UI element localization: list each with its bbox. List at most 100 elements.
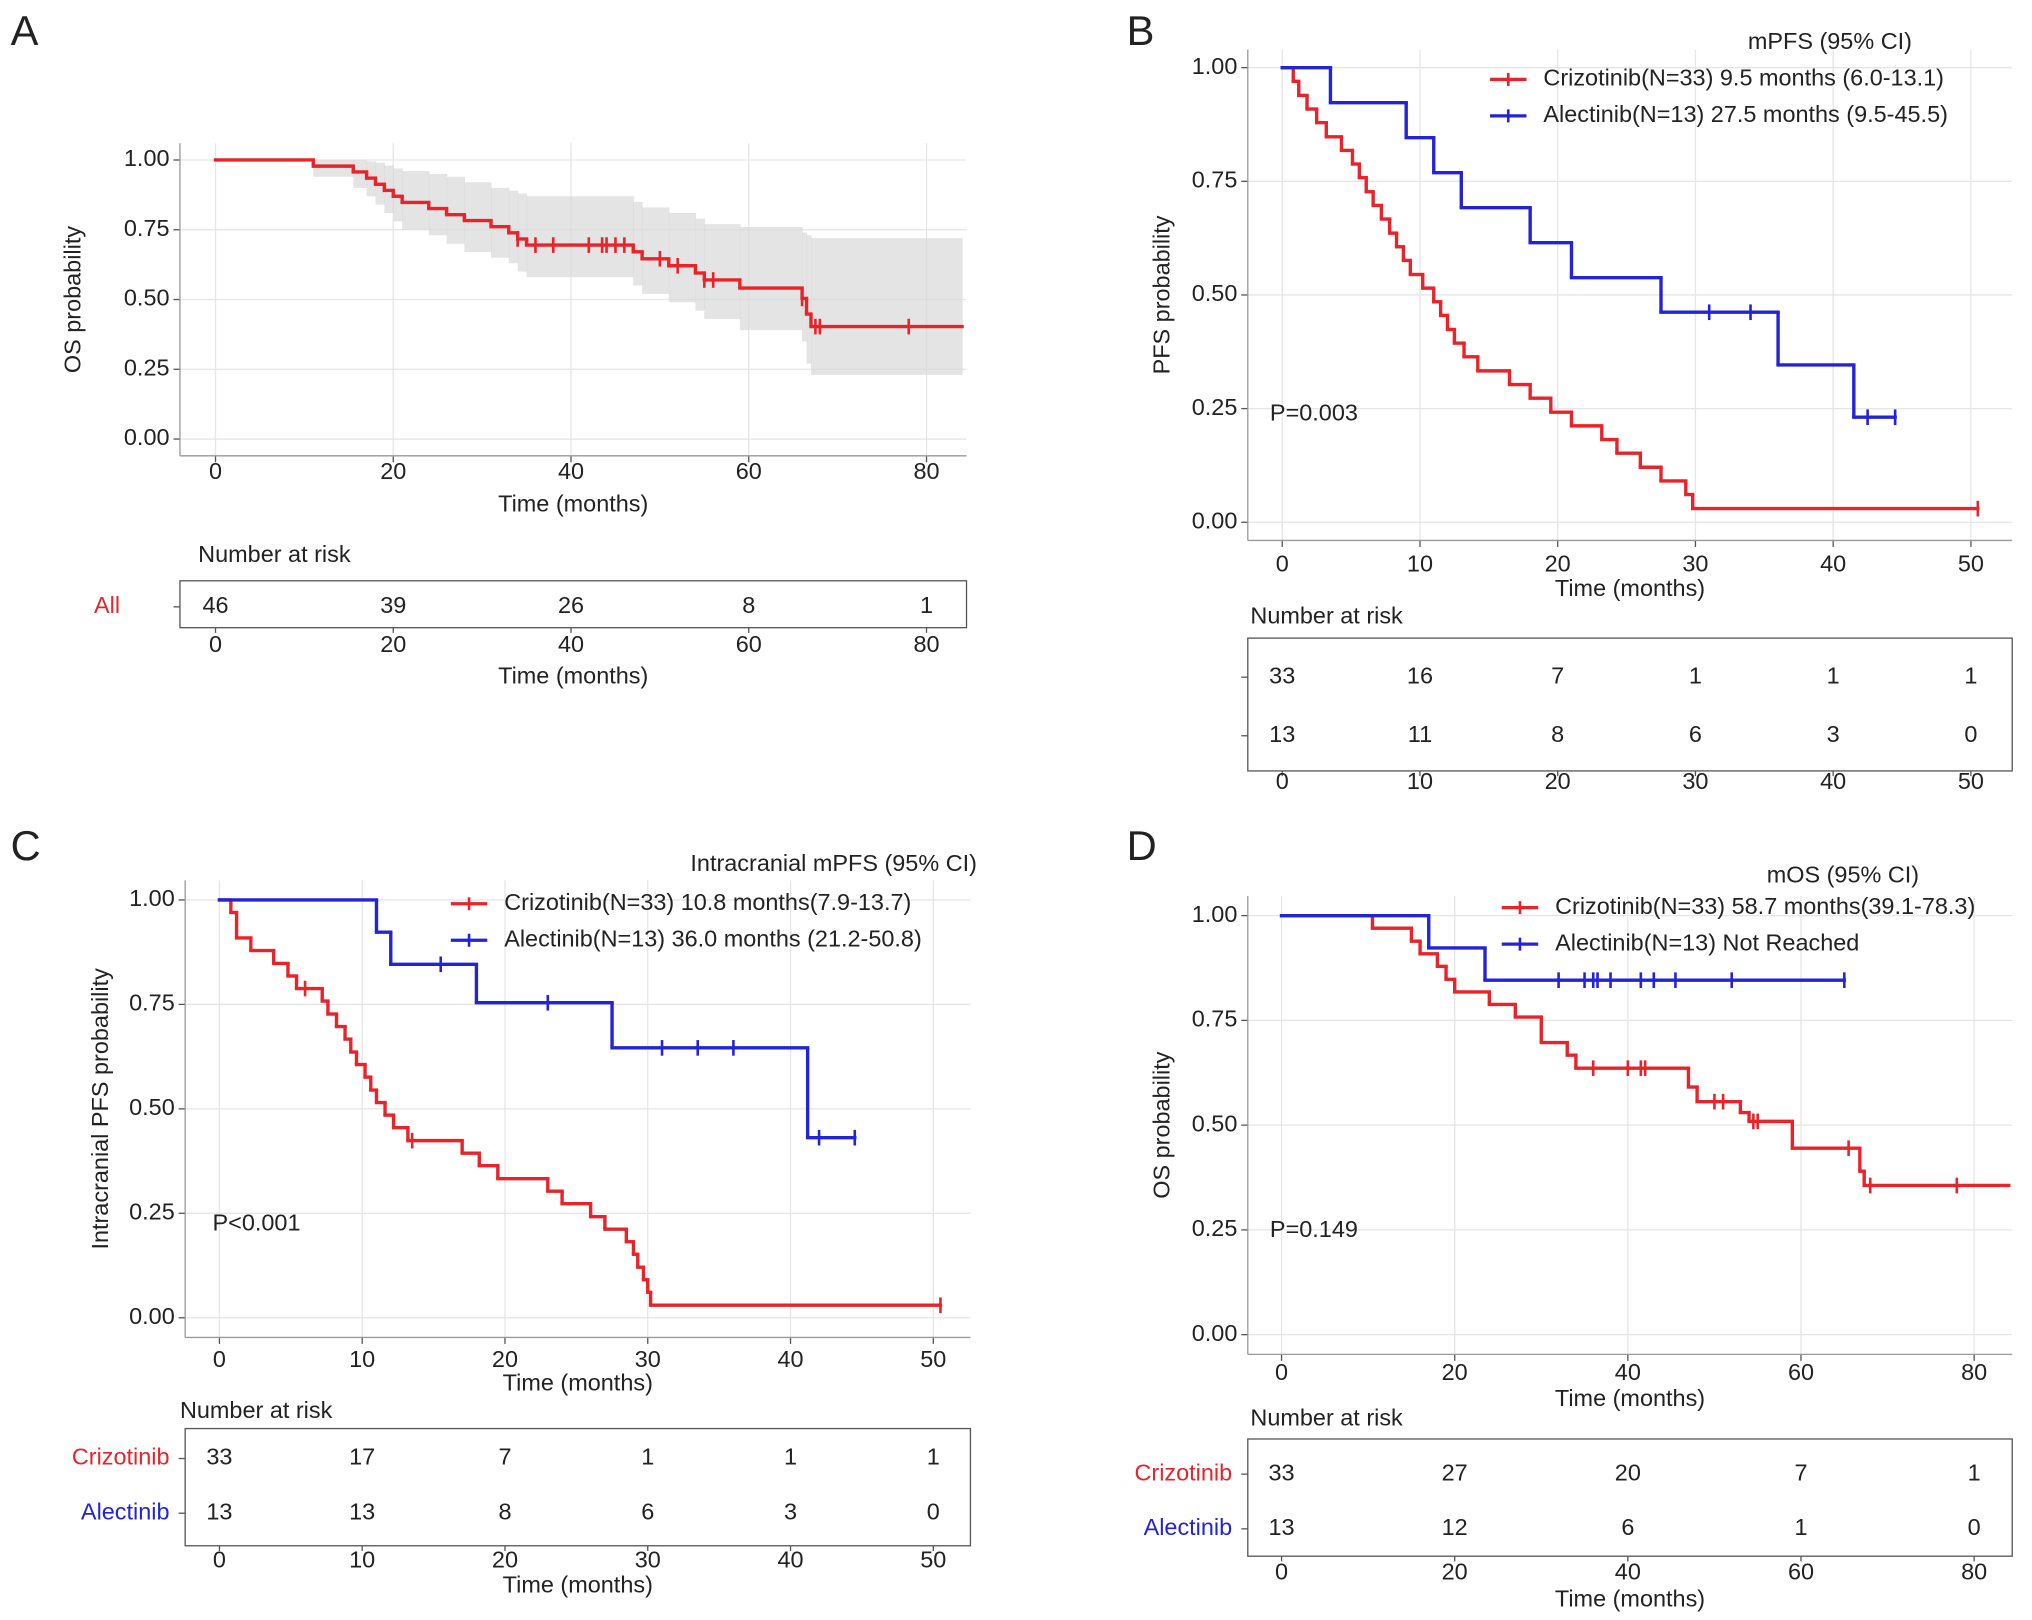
risk-count: 6 xyxy=(1621,1514,1634,1540)
risk-count: 13 xyxy=(1269,1514,1295,1540)
ci-band xyxy=(464,182,492,253)
y-axis-label: OS probability xyxy=(60,226,86,373)
risk-count: 46 xyxy=(202,592,228,618)
panel-letter: C xyxy=(11,822,41,869)
risk-table-box xyxy=(1247,637,2013,772)
risk-row-label: All xyxy=(94,592,120,618)
risk-count: 13 xyxy=(349,1498,375,1524)
y-tick-label: 0.25 xyxy=(124,354,170,380)
legend-label: Alectinib(N=13) Not Reached xyxy=(1555,929,1859,955)
p-value: P<0.001 xyxy=(213,1209,301,1235)
y-tick-label: 1.00 xyxy=(129,885,175,911)
y-tick-label: 0.00 xyxy=(124,424,170,450)
ci-band xyxy=(491,187,510,258)
risk-x-tick-label: 40 xyxy=(777,1547,803,1573)
p-value: P=0.149 xyxy=(1270,1216,1358,1242)
y-tick-label: 0.50 xyxy=(124,285,170,311)
risk-count: 1 xyxy=(927,1444,940,1470)
x-tick-label: 50 xyxy=(920,1346,946,1372)
risk-count: 20 xyxy=(1615,1459,1641,1485)
risk-x-tick-label: 40 xyxy=(1615,1558,1641,1584)
ci-band xyxy=(668,213,697,303)
ci-band xyxy=(642,207,670,294)
risk-count: 1 xyxy=(920,592,933,618)
risk-count: 0 xyxy=(927,1498,940,1524)
risk-count: 12 xyxy=(1442,1514,1468,1540)
x-tick-label: 20 xyxy=(1545,550,1571,576)
risk-count: 8 xyxy=(1551,721,1564,747)
x-tick-label: 80 xyxy=(913,458,939,484)
risk-table-title: Number at risk xyxy=(1250,1405,1403,1431)
ci-band xyxy=(313,159,354,177)
risk-x-tick-label: 80 xyxy=(1961,1558,1987,1584)
risk-count: 0 xyxy=(1968,1514,1981,1540)
risk-x-tick-label: 40 xyxy=(1820,768,1846,794)
risk-x-tick-label: 0 xyxy=(213,1547,226,1573)
risk-x-axis-label: Time (months) xyxy=(503,1571,653,1597)
legend-label: Crizotinib(N=33) 58.7 months(39.1-78.3) xyxy=(1555,893,1975,919)
x-tick-label: 10 xyxy=(349,1346,375,1372)
risk-count: 16 xyxy=(1407,662,1433,688)
risk-x-tick-label: 0 xyxy=(209,631,222,657)
risk-x-tick-label: 0 xyxy=(1275,1558,1288,1584)
y-tick-label: 0.00 xyxy=(1192,1320,1238,1346)
y-tick-label: 0.00 xyxy=(1192,507,1238,533)
risk-x-tick-label: 20 xyxy=(1545,768,1571,794)
ci-band xyxy=(633,201,643,286)
risk-count: 11 xyxy=(1408,721,1432,747)
risk-x-tick-label: 20 xyxy=(380,631,406,657)
y-tick-label: 0.00 xyxy=(129,1303,175,1329)
x-tick-label: 40 xyxy=(777,1346,803,1372)
ci-band xyxy=(517,193,528,272)
y-axis-label: PFS probability xyxy=(1148,215,1174,374)
risk-x-tick-label: 10 xyxy=(1407,768,1433,794)
y-tick-label: 1.00 xyxy=(1192,901,1238,927)
risk-count: 1 xyxy=(641,1444,654,1470)
ci-band xyxy=(428,173,448,236)
x-tick-label: 30 xyxy=(1682,550,1708,576)
panel-letter: A xyxy=(11,7,39,54)
risk-count: 6 xyxy=(1689,721,1702,747)
x-tick-label: 20 xyxy=(492,1346,518,1372)
risk-x-tick-label: 50 xyxy=(1958,768,1984,794)
y-axis-label: OS probability xyxy=(1148,1051,1174,1198)
risk-count: 3 xyxy=(1827,721,1840,747)
risk-count: 3 xyxy=(784,1498,797,1524)
ci-band xyxy=(508,190,519,264)
risk-count: 13 xyxy=(1269,721,1295,747)
x-tick-label: 40 xyxy=(1615,1359,1641,1385)
x-axis-label: Time (months) xyxy=(1555,1385,1705,1411)
ci-band xyxy=(353,159,368,188)
risk-count: 1 xyxy=(1827,662,1840,688)
ci-band xyxy=(810,238,963,375)
legend-title: mPFS (95% CI) xyxy=(1748,28,1912,54)
ci-band xyxy=(806,235,812,364)
ci-band xyxy=(739,226,803,331)
risk-count: 6 xyxy=(641,1498,654,1524)
x-tick-label: 20 xyxy=(380,458,406,484)
y-tick-label: 0.25 xyxy=(1192,1215,1238,1241)
y-tick-label: 0.50 xyxy=(129,1094,175,1120)
risk-row-label: Alectinib xyxy=(81,1498,170,1524)
x-tick-label: 10 xyxy=(1407,550,1433,576)
p-value: P=0.003 xyxy=(1270,399,1358,425)
risk-count: 27 xyxy=(1442,1459,1468,1485)
risk-count: 33 xyxy=(1269,1459,1295,1485)
y-tick-label: 1.00 xyxy=(124,145,170,171)
risk-count: 17 xyxy=(349,1444,375,1470)
y-tick-label: 0.25 xyxy=(129,1199,175,1225)
risk-count: 33 xyxy=(1269,662,1295,688)
risk-count: 7 xyxy=(498,1444,511,1470)
x-tick-label: 40 xyxy=(1820,550,1846,576)
ci-band xyxy=(446,176,466,244)
y-tick-label: 0.75 xyxy=(1192,1006,1238,1032)
x-tick-label: 20 xyxy=(1442,1359,1468,1385)
risk-count: 26 xyxy=(558,592,584,618)
risk-count: 0 xyxy=(1964,721,1977,747)
risk-table-box xyxy=(184,1427,972,1547)
ci-band xyxy=(526,196,634,278)
risk-count: 39 xyxy=(380,592,406,618)
risk-x-axis-label: Time (months) xyxy=(1555,1586,1705,1612)
